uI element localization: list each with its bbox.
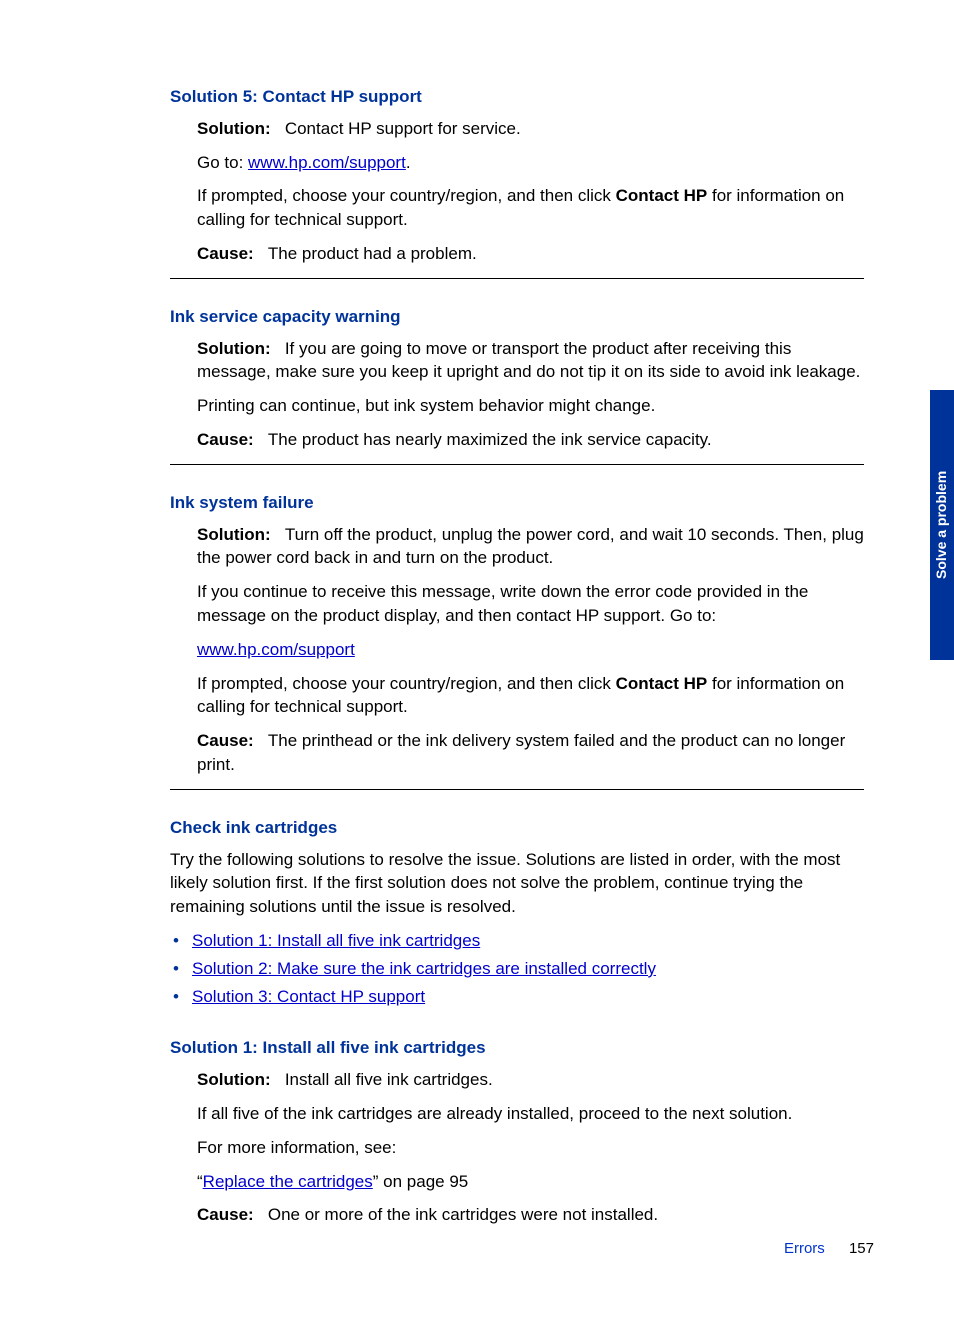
solution-text: Contact HP support for service.	[285, 119, 521, 138]
heading-solution1: Solution 1: Install all five ink cartrid…	[170, 1036, 864, 1060]
solution1-moreinfo-line: For more information, see:	[197, 1136, 864, 1160]
solution-label: Solution:	[197, 525, 271, 544]
inkfailure-continue-line: If you continue to receive this message,…	[197, 580, 864, 628]
solution-label: Solution:	[197, 339, 271, 358]
section-ink-warning: Ink service capacity warning Solution: I…	[170, 305, 864, 465]
check-ink-bullets: Solution 1: Install all five ink cartrid…	[170, 929, 864, 1008]
solution1-if-line: If all five of the ink cartridges are al…	[197, 1102, 864, 1126]
bullet-link-1[interactable]: Solution 1: Install all five ink cartrid…	[192, 931, 480, 950]
support-link[interactable]: www.hp.com/support	[197, 640, 355, 659]
list-item: Solution 2: Make sure the ink cartridges…	[170, 957, 864, 981]
solution5-goto-line: Go to: www.hp.com/support.	[197, 151, 864, 175]
solution5-cause-line: Cause: The product had a problem.	[197, 242, 864, 266]
heading-ink-warning: Ink service capacity warning	[170, 305, 864, 329]
heading-solution5: Solution 5: Contact HP support	[170, 85, 864, 109]
inkfailure-cause-line: Cause: The printhead or the ink delivery…	[197, 729, 864, 777]
solution1-replace-line: “Replace the cartridges” on page 95	[197, 1170, 864, 1194]
bullet-link-2[interactable]: Solution 2: Make sure the ink cartridges…	[192, 959, 656, 978]
prompt-bold: Contact HP	[616, 186, 708, 205]
solution-label: Solution:	[197, 1070, 271, 1089]
section-solution1: Solution 1: Install all five ink cartrid…	[170, 1036, 864, 1227]
page-footer: Errors 157	[784, 1238, 874, 1259]
inkfailure-prompt-line: If prompted, choose your country/region,…	[197, 672, 864, 720]
heading-check-ink: Check ink cartridges	[170, 816, 864, 840]
cause-text: The printhead or the ink delivery system…	[197, 731, 845, 774]
section-ink-failure: Ink system failure Solution: Turn off th…	[170, 491, 864, 790]
inkfailure-solution-line: Solution: Turn off the product, unplug t…	[197, 523, 864, 571]
inkwarning-cause-line: Cause: The product has nearly maximized …	[197, 428, 864, 452]
footer-section-label: Errors	[784, 1240, 825, 1257]
solution5-solution-line: Solution: Contact HP support for service…	[197, 117, 864, 141]
cause-label: Cause:	[197, 244, 254, 263]
solution-text: Turn off the product, unplug the power c…	[197, 525, 864, 568]
support-link[interactable]: www.hp.com/support	[248, 153, 406, 172]
goto-text: Go to:	[197, 153, 248, 172]
list-item: Solution 3: Contact HP support	[170, 985, 864, 1009]
solution-text: If you are going to move or transport th…	[197, 339, 860, 382]
solution5-prompt-line: If prompted, choose your country/region,…	[197, 184, 864, 232]
check-ink-intro: Try the following solutions to resolve t…	[170, 848, 864, 919]
solution-label: Solution:	[197, 119, 271, 138]
cause-label: Cause:	[197, 1205, 254, 1224]
solution1-cause-line: Cause: One or more of the ink cartridges…	[197, 1203, 864, 1227]
inkwarning-printing-line: Printing can continue, but ink system be…	[197, 394, 864, 418]
bullet-link-3[interactable]: Solution 3: Contact HP support	[192, 987, 425, 1006]
prompt-bold: Contact HP	[616, 674, 708, 693]
cause-text: The product has nearly maximized the ink…	[268, 430, 712, 449]
prompt-pre: If prompted, choose your country/region,…	[197, 674, 616, 693]
prompt-pre: If prompted, choose your country/region,…	[197, 186, 616, 205]
cause-label: Cause:	[197, 731, 254, 750]
section-solution5: Solution 5: Contact HP support Solution:…	[170, 85, 864, 279]
cause-text: One or more of the ink cartridges were n…	[268, 1205, 658, 1224]
inkwarning-solution-line: Solution: If you are going to move or tr…	[197, 337, 864, 385]
inkfailure-link-line: www.hp.com/support	[197, 638, 864, 662]
section-check-ink: Check ink cartridges Try the following s…	[170, 816, 864, 1009]
replace-cartridges-link[interactable]: Replace the cartridges	[203, 1172, 373, 1191]
solution1-solution-line: Solution: Install all five ink cartridge…	[197, 1068, 864, 1092]
footer-page-number: 157	[849, 1240, 874, 1257]
heading-ink-failure: Ink system failure	[170, 491, 864, 515]
list-item: Solution 1: Install all five ink cartrid…	[170, 929, 864, 953]
sidebar-tab: Solve a problem	[930, 390, 954, 660]
solution-text: Install all five ink cartridges.	[285, 1070, 493, 1089]
divider	[170, 278, 864, 279]
cause-text: The product had a problem.	[268, 244, 477, 263]
divider	[170, 464, 864, 465]
cause-label: Cause:	[197, 430, 254, 449]
divider	[170, 789, 864, 790]
replace-post: ” on page 95	[373, 1172, 468, 1191]
goto-end: .	[406, 153, 411, 172]
